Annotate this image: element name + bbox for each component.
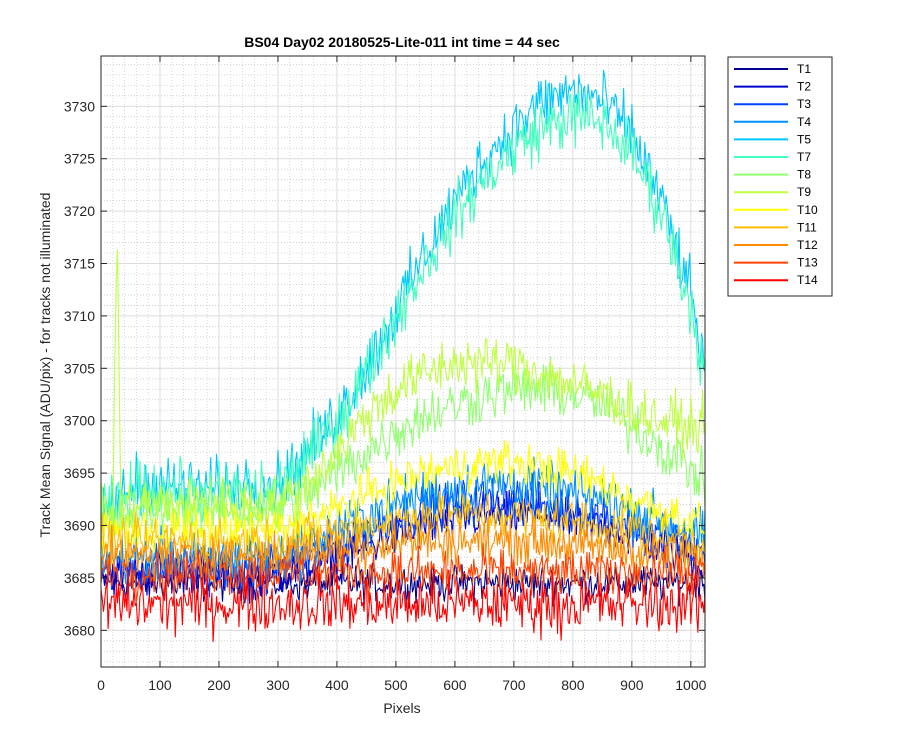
series-line-t8: [101, 356, 705, 538]
major-grid: [100, 56, 705, 667]
legend-item-t12: T12: [734, 238, 818, 252]
legend-label: T3: [797, 97, 811, 111]
x-tick-label: 400: [325, 677, 349, 693]
legend: T1 T2 T3 T4 T5 T7 T8 T9 T10 T11 T12 T13 T14: [727, 56, 833, 297]
y-tick-label: 3715: [64, 256, 95, 272]
series-line-t11: [101, 490, 705, 570]
series-line-t12: [101, 514, 705, 586]
series-line-t14: [101, 569, 705, 643]
legend-item-t2: T2: [734, 80, 811, 94]
x-tick-label: 600: [443, 677, 467, 693]
chart-title: BS04 Day02 20180525-Lite-011 int time = …: [244, 34, 560, 50]
legend-label: T5: [797, 132, 811, 146]
legend-item-t11: T11: [734, 220, 817, 234]
legend-label: T8: [797, 168, 811, 182]
x-tick-label: 500: [384, 677, 408, 693]
series-line-t10: [101, 440, 705, 556]
x-tick-label: 300: [266, 677, 290, 693]
series-layer: [101, 69, 705, 643]
legend-label: T1: [797, 62, 811, 76]
legend-label: T11: [797, 220, 817, 234]
y-axis-ticks: 3680 3685 3690 3695 3700 3705 3710 3715 3720 3725…: [64, 98, 705, 638]
y-tick-label: 3685: [64, 570, 95, 586]
y-tick-label: 3720: [64, 203, 95, 219]
legend-label: T14: [797, 273, 818, 287]
plot-area-frame: [100, 55, 706, 668]
y-tick-label: 3705: [64, 360, 95, 376]
legend-label: T2: [797, 80, 811, 94]
legend-item-t1: T1: [734, 62, 811, 76]
x-tick-label: 0: [97, 677, 105, 693]
legend-label: T10: [797, 203, 818, 217]
x-tick-label: 700: [502, 677, 526, 693]
legend-item-t10: T10: [734, 203, 818, 217]
y-tick-label: 3690: [64, 518, 95, 534]
legend-item-t4: T4: [734, 115, 811, 129]
x-tick-label: 100: [148, 677, 172, 693]
legend-label: T7: [797, 150, 811, 164]
y-axis-label: Track Mean Signal (ADU/pix) - for tracks…: [37, 193, 53, 538]
x-tick-label: 200: [207, 677, 231, 693]
legend-label: T12: [797, 238, 818, 252]
y-tick-label: 3725: [64, 151, 95, 167]
y-tick-label: 3710: [64, 308, 95, 324]
y-tick-label: 3730: [64, 98, 95, 114]
y-tick-label: 3700: [64, 413, 95, 429]
y-tick-label: 3680: [64, 622, 95, 638]
legend-item-t9: T9: [734, 185, 811, 199]
series-line-t9: [101, 249, 705, 544]
legend-item-t3: T3: [734, 97, 811, 111]
x-tick-label: 800: [561, 677, 585, 693]
legend-box: [727, 56, 833, 297]
legend-item-t8: T8: [734, 168, 811, 182]
legend-item-t5: T5: [734, 132, 811, 146]
legend-label: T4: [797, 115, 811, 129]
y-tick-label: 3695: [64, 465, 95, 481]
x-axis-ticks: 0 100 200 300 400 500 600 700 800 900 1000: [97, 56, 707, 693]
x-axis-label: Pixels: [383, 700, 420, 716]
x-tick-label: 1000: [675, 677, 706, 693]
legend-label: T9: [797, 185, 811, 199]
legend-item-t13: T13: [734, 256, 818, 270]
legend-label: T13: [797, 256, 818, 270]
x-tick-label: 900: [620, 677, 644, 693]
legend-item-t7: T7: [734, 150, 811, 164]
legend-item-t14: T14: [734, 273, 818, 287]
